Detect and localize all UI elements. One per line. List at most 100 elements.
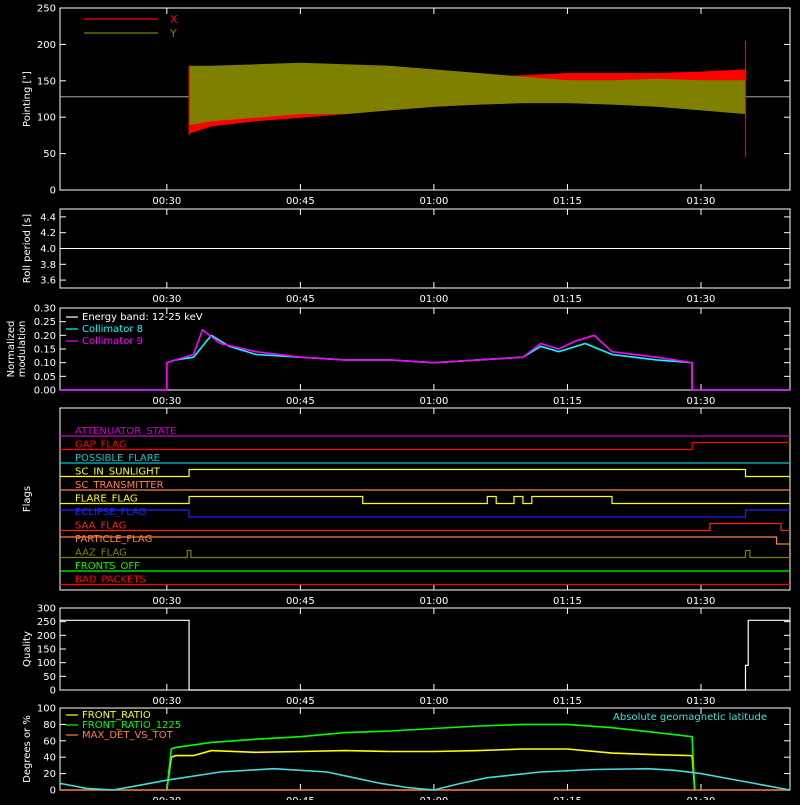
modulation-ylabel: Normalized <box>6 321 17 378</box>
flags-ylabel: Flags <box>22 486 33 512</box>
ratios-xtick-label: 00:30 <box>152 796 181 800</box>
ratios-legend-label: FRONT_RATIO_1225 <box>82 720 181 731</box>
modulation-ytick-label: 0.00 <box>34 386 56 397</box>
ratios-absolute-geomagnetic-latitude-line <box>59 767 791 791</box>
pointing-ytick-label: 0 <box>50 186 56 197</box>
quality-ytick-label: 200 <box>37 631 56 642</box>
modulation-ylabel: modulation <box>17 321 28 378</box>
quality-xtick-label: 01:15 <box>553 696 582 707</box>
modulation-xtick-label: 00:45 <box>286 396 315 407</box>
ratios-legend-label: MAX_DET_VS_TOT <box>82 730 174 741</box>
flag-label-bad-packets: BAD_PACKETS <box>75 575 146 586</box>
flag-label-particle-flag: PARTICLE_FLAG <box>75 534 152 545</box>
pointing-ytick-label: 150 <box>37 76 56 87</box>
flags-panel: 00:3000:4501:0001:1501:3001:45FlagsATTEN… <box>22 407 791 607</box>
quality-ytick-label: 100 <box>37 658 56 669</box>
ratios-xtick-label: 01:00 <box>419 796 448 800</box>
quality-xtick-label: 00:45 <box>286 696 315 707</box>
pointing-panel: 0 50 100 150 200 250 00:30 00:45 01:00 01:15 01:30… <box>22 4 791 207</box>
flags-frame <box>59 407 791 591</box>
roll-xtick-label: 01:30 <box>687 294 716 305</box>
pointing-legend-label-x: X <box>170 13 178 26</box>
quality-ytick-label: 50 <box>43 672 56 683</box>
ratios-ytick-label: 40 <box>43 753 56 764</box>
pointing-ytick-label: 200 <box>37 40 56 51</box>
pointing-xtick-label: 00:45 <box>286 196 315 207</box>
roll-xtick-label: 01:15 <box>553 294 582 305</box>
ratios-ytick-label: 60 <box>43 736 56 747</box>
modulation-xtick-label: 01:30 <box>687 396 716 407</box>
quality-xtick-label: 01:30 <box>687 696 716 707</box>
pointing-xtick-label: 01:30 <box>687 196 716 207</box>
modulation-ytick-label: 0.25 <box>34 317 56 328</box>
pointing-xtick-label: 01:00 <box>419 196 448 207</box>
flags-xtick-label: 00:45 <box>286 596 315 607</box>
modulation-legend-label: Collimator 9 <box>82 336 143 347</box>
flag-label-eclipse-flag: ECLIPSE_FLAG <box>75 507 146 518</box>
roll-xtick-label: 00:45 <box>286 294 315 305</box>
pointing-ytick-label: 250 <box>37 4 56 15</box>
ratios-ylabel: Degrees or % <box>22 715 33 783</box>
roll-ytick-label: 4.0 <box>40 244 56 255</box>
flag-label-flare-flag: FLARE_FLAG <box>75 494 138 505</box>
modulation-legend-label: Energy band: 12-25 keV <box>82 312 203 323</box>
roll-ytick-label: 3.6 <box>40 276 56 287</box>
flag-label-sc-transmitter: SC_TRANSMITTER <box>75 480 164 491</box>
flag-label-gap-flag: GAP_FLAG <box>75 440 127 451</box>
quality-xtick-label: 01:00 <box>419 696 448 707</box>
flag-line-sc-in-sunlight <box>60 468 790 478</box>
roll-ytick-label: 4.4 <box>40 212 56 223</box>
flag-line-aaz-flag <box>60 549 790 559</box>
ratios-annotation-geomagnetic: Absolute geomagnetic latitude <box>613 712 767 723</box>
roll-ytick-label: 3.8 <box>40 260 56 271</box>
roll-ytick-label: 4.2 <box>40 228 56 239</box>
modulation-ytick-label: 0.10 <box>34 358 56 369</box>
ratios-ytick-label: 20 <box>43 769 56 780</box>
quality-ytick-label: 0 <box>50 686 56 697</box>
flag-line-particle-flag <box>60 536 790 545</box>
pointing-ytick-label: 50 <box>43 149 56 160</box>
roll-ylabel: Roll period [s] <box>22 214 33 283</box>
modulation-ytick-label: 0.30 <box>34 304 56 315</box>
flag-line-eclipse-flag <box>60 509 790 518</box>
roll-panel: 3.6 3.8 4.0 4.2 4.4 00:30 00:45 01:00 01:15 01:30… <box>22 208 791 305</box>
pointing-xtick-label: 01:15 <box>553 196 582 207</box>
flag-label-attenuator-state: ATTENUATOR_STATE <box>75 426 176 437</box>
roll-xtick-label: 01:00 <box>419 294 448 305</box>
ratios-ytick-label: 100 <box>37 704 56 715</box>
flag-label-sc-in-sunlight: SC_IN_SUNLIGHT <box>75 467 161 478</box>
flag-line-flare-flag <box>60 495 790 505</box>
ratios-xtick-label: 01:15 <box>553 796 582 800</box>
pointing-ylabel: Pointing ["] <box>22 71 33 127</box>
flag-line-saa-flag <box>60 522 790 532</box>
modulation-ytick-label: 0.05 <box>34 372 56 383</box>
flag-label-fronts-off: FRONTS_OFF <box>75 561 140 572</box>
flags-xtick-label: 01:00 <box>419 596 448 607</box>
quality-ytick-label: 250 <box>37 617 56 628</box>
ratios-legend-label: FRONT_RATIO <box>82 710 151 721</box>
modulation-xtick-label: 01:15 <box>553 396 582 407</box>
roll-xtick-label: 00:30 <box>152 294 181 305</box>
ratios-ytick-label: 0 <box>50 786 56 797</box>
flags-xtick-label: 01:30 <box>687 596 716 607</box>
quality-ylabel: Quality <box>22 631 33 667</box>
quality-line <box>60 619 790 691</box>
ratios-xtick-label: 01:30 <box>687 796 716 800</box>
pointing-xtick-label: 00:30 <box>152 196 181 207</box>
modulation-panel: 0.00 0.05 0.10 0.15 0.20 0.25 0.30 00:30 00:45 01… <box>6 304 791 407</box>
ratios-xtick-label: 00:45 <box>286 796 315 800</box>
pointing-ytick-label: 100 <box>37 113 56 124</box>
modulation-xtick-label: 00:30 <box>152 396 181 407</box>
flags-xtick-label: 01:15 <box>553 596 582 607</box>
modulation-ytick-label: 0.15 <box>34 345 56 356</box>
modulation-xtick-label: 01:00 <box>419 396 448 407</box>
flag-label-aaz-flag: AAZ_FLAG <box>75 548 127 559</box>
ratios-front-ratio-line <box>166 748 696 791</box>
quality-ytick-label: 300 <box>37 604 56 615</box>
quality-panel: 0 50 100 150 200 250 300 00:30 00:45 01:00 01:15 01… <box>22 604 791 707</box>
flags-xtick-label: 00:30 <box>152 596 181 607</box>
quality-xtick-label: 00:30 <box>152 696 181 707</box>
pointing-frame <box>59 7 791 191</box>
ratios-ytick-label: 80 <box>43 720 56 731</box>
